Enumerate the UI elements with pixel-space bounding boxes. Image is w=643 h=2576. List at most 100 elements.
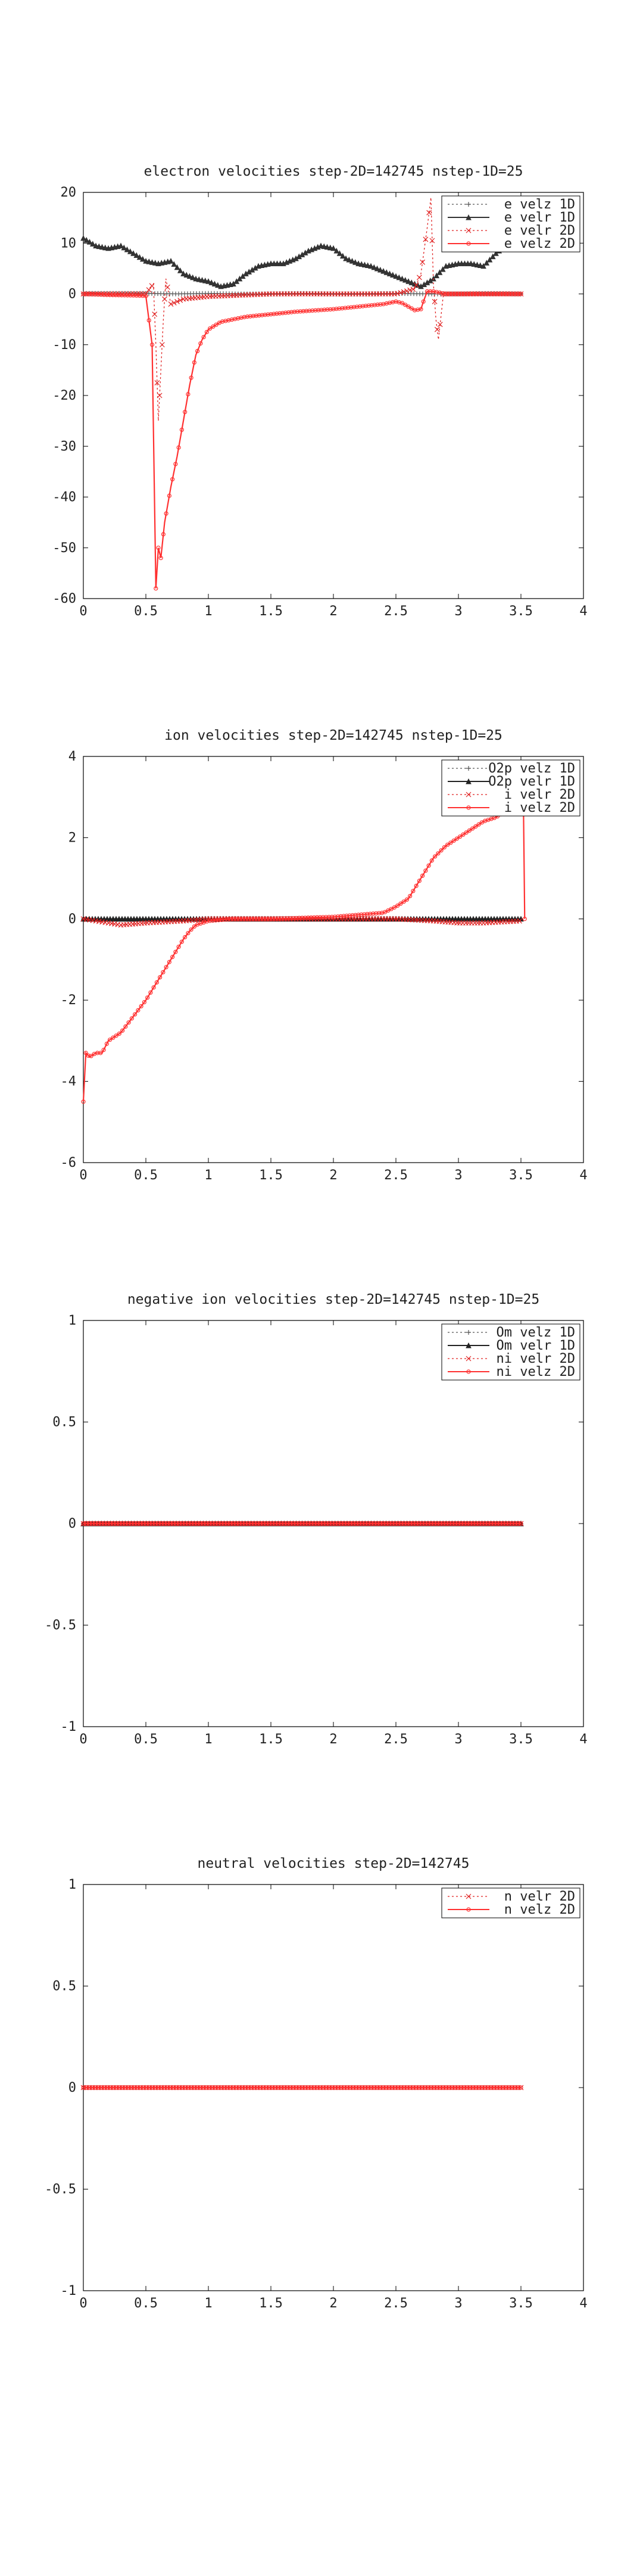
series-3-point-142	[295, 309, 300, 314]
series-3-point-218	[411, 889, 416, 893]
series-3-point-104	[237, 1521, 242, 1526]
series-1-point-86	[214, 282, 221, 288]
series-1-point-50	[156, 2085, 161, 2090]
series-3-point-30	[126, 1521, 131, 1526]
series-3-point-26	[119, 293, 124, 298]
series-1-point-214	[402, 2085, 407, 2090]
series-2-point-236	[432, 298, 438, 304]
series-2-point-216	[401, 289, 407, 295]
x-tick-label: 1.5	[259, 1732, 283, 1747]
series-3-point-222	[416, 307, 420, 312]
series-1-point-170	[346, 256, 352, 263]
series-3-point-122	[267, 917, 272, 921]
series-2-point-48	[152, 312, 158, 317]
series-1-point-160	[321, 2085, 326, 2090]
series-3-point-16	[105, 1521, 110, 1526]
series-1-point-172	[349, 257, 355, 264]
chart-title: ion velocities step-2D=142745 nstep-1D=2…	[164, 728, 502, 743]
legend-box	[441, 1323, 580, 1381]
series-3-point-58	[167, 493, 171, 498]
series-3-point-220	[412, 308, 417, 313]
series-3-point-156	[317, 915, 323, 920]
series-3-point-32	[129, 1016, 134, 1021]
series-3-point-190	[368, 911, 373, 916]
series-3-point-38	[138, 1521, 143, 1526]
series-1-point-4	[87, 2085, 92, 2090]
series-3-point-20	[111, 1521, 116, 1526]
series-3-point-68	[186, 931, 191, 936]
x-tick-label: 0	[79, 2296, 87, 2311]
series-3-point-246	[450, 1521, 454, 1526]
legend-marker-2-point-0	[466, 792, 472, 798]
series-3-point-40	[142, 1000, 146, 1005]
x-tick-label: 2	[329, 1732, 337, 1747]
legend-marker-3-point-0	[466, 1369, 471, 1374]
series-3-point-128	[276, 916, 281, 921]
series-3-point-4	[87, 1521, 92, 1526]
series-3-point-234	[432, 1521, 436, 1526]
series-1-point-198	[377, 2085, 382, 2090]
plot-frame	[83, 756, 584, 1163]
y-tick-label: -1	[61, 1720, 77, 1734]
legend-marker-0-point-0	[466, 202, 471, 207]
y-tick-label: -30	[52, 439, 76, 454]
series-1-point-206	[389, 2085, 395, 2090]
legend-marker-1-point-0	[466, 778, 472, 784]
series-3-point-248	[456, 291, 461, 297]
series-3-point-148	[305, 915, 311, 920]
series-3-point-166	[330, 1521, 335, 1526]
series-3-point-56	[165, 1521, 170, 1526]
series-3-point-14	[102, 1521, 107, 1526]
series-1-point-244	[447, 2085, 451, 2090]
series-3-point-106	[242, 314, 246, 319]
x-tick-label: 1	[204, 1732, 212, 1747]
x-tick-label: 3.5	[509, 1168, 533, 1183]
series-3-point-286	[510, 1521, 514, 1526]
series-1-point-116	[255, 2085, 260, 2090]
series-i-velz-2D	[81, 803, 527, 1104]
series-3-point-162	[324, 1521, 329, 1526]
series-3-point-190	[366, 303, 371, 308]
series-3-point-182	[354, 1521, 358, 1526]
series-1-point-266	[479, 2085, 485, 2090]
series-3-point-102	[234, 1521, 239, 1526]
series-1-point-32	[130, 250, 136, 256]
series-1-point-114	[252, 2085, 257, 2090]
x-tick-label: 0.5	[134, 1732, 158, 1747]
series-3-point-34	[131, 293, 136, 298]
series-3-point-266	[479, 1521, 485, 1526]
series-1-point-130	[276, 2085, 280, 2090]
series-1-point-112	[249, 2085, 254, 2090]
series-3-point-70	[186, 392, 191, 397]
x-tick-label: 4	[579, 2296, 587, 2311]
series-3-point-16	[104, 1041, 109, 1046]
series-3-point-252	[458, 1521, 463, 1526]
series-3-point-98	[231, 917, 236, 921]
series-3-point-150	[307, 309, 312, 313]
x-tick-label: 0	[79, 604, 87, 619]
series-1-point-228	[436, 269, 443, 275]
series-3-point-286	[513, 291, 517, 297]
series-1-point-230	[426, 2085, 430, 2090]
series-1-point-64	[180, 270, 186, 276]
series-3-point-234	[436, 851, 441, 856]
series-3-point-162	[326, 915, 332, 920]
series-1-point-16	[105, 2085, 110, 2090]
series-1-point-68	[186, 273, 193, 279]
series-3-point-232	[433, 854, 438, 859]
series-3-point-52	[159, 1521, 164, 1526]
series-2-point-232	[426, 210, 432, 216]
series-3-point-284	[510, 291, 514, 297]
series-3-point-26	[120, 1521, 125, 1526]
series-3-point-170	[338, 914, 343, 918]
series-3-point-268	[482, 1521, 488, 1526]
series-1-point-78	[198, 2085, 202, 2090]
series-3-point-116	[258, 917, 263, 921]
series-3-point-82	[204, 329, 209, 335]
series-3-point-210	[398, 901, 403, 906]
series-1-point-256	[464, 2085, 469, 2090]
y-tick-label: -6	[61, 1155, 77, 1170]
series-3-point-278	[498, 1521, 502, 1526]
series-1-point-236	[435, 2085, 439, 2090]
